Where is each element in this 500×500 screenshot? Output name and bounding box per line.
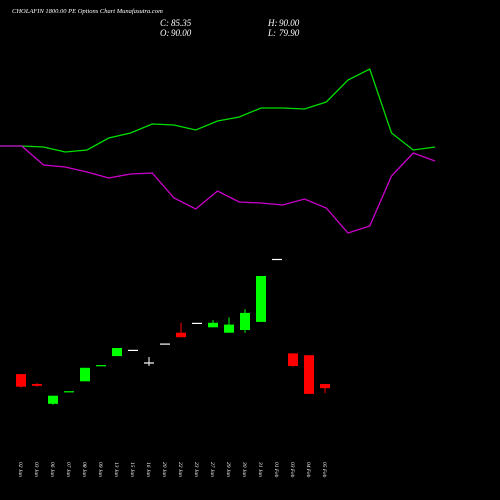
candle-body bbox=[160, 343, 170, 345]
x-tick-label: 06 Jan bbox=[49, 462, 55, 477]
candle-body bbox=[96, 365, 106, 367]
candle-body bbox=[32, 384, 42, 386]
x-tick-label: 05 Feb bbox=[321, 462, 327, 478]
candle-body bbox=[64, 391, 74, 393]
x-tick-label: 03 Feb bbox=[289, 462, 295, 478]
stat-label: L: bbox=[267, 28, 276, 38]
candle-body bbox=[272, 258, 282, 261]
candle-body bbox=[288, 353, 298, 366]
x-tick-label: 23 Jan bbox=[193, 462, 199, 477]
x-tick-label: 07 Jan bbox=[65, 462, 71, 477]
stat-label: O: bbox=[160, 28, 170, 38]
candle-body bbox=[16, 374, 26, 387]
x-tick-label: 08 Jan bbox=[81, 462, 87, 477]
x-tick-label: 13 Jan bbox=[113, 462, 119, 477]
stat-label: C: bbox=[160, 18, 169, 28]
x-tick-label: 20 Jan bbox=[161, 462, 167, 477]
x-tick-label: 03 Jan bbox=[33, 462, 39, 477]
indicator-line bbox=[0, 145, 436, 234]
candle-body bbox=[176, 332, 186, 338]
x-tick-label: 27 Jan bbox=[209, 462, 215, 477]
candle-body bbox=[192, 322, 202, 324]
candle-body bbox=[80, 367, 90, 382]
candle-body bbox=[224, 324, 234, 333]
candle-body bbox=[144, 362, 154, 364]
stat-value: 90.00 bbox=[171, 28, 192, 38]
stat-value: 90.00 bbox=[279, 18, 300, 28]
candle-body bbox=[304, 355, 314, 394]
x-tick-label: 16 Jan bbox=[145, 462, 151, 477]
candle-body bbox=[128, 349, 138, 351]
candle-body bbox=[112, 348, 122, 357]
stat-value: 85.35 bbox=[171, 18, 192, 28]
indicator-line bbox=[0, 68, 436, 153]
x-tick-label: 31 Jan bbox=[257, 461, 263, 477]
stat-value: 79.90 bbox=[279, 28, 300, 38]
candle-body bbox=[240, 312, 250, 330]
x-tick-label: 29 Jan bbox=[225, 462, 231, 477]
x-tick-label: 22 Jan bbox=[177, 462, 183, 477]
x-tick-label: 01 Feb bbox=[273, 462, 279, 478]
candle-body bbox=[208, 322, 218, 328]
x-tick-label: 09 Jan bbox=[97, 462, 103, 477]
x-tick-label: 15 Jan bbox=[129, 462, 135, 477]
x-tick-label: 02 Jan bbox=[17, 462, 23, 477]
candle-body bbox=[256, 276, 266, 322]
stat-label: H: bbox=[267, 18, 278, 28]
chart-title: CHOLAFIN 1800.00 PE Options Chart Munafa… bbox=[12, 8, 163, 15]
x-tick-label: 04 Feb bbox=[305, 462, 312, 478]
candle-body bbox=[48, 395, 58, 404]
x-tick-label: 30 Jan bbox=[241, 461, 247, 477]
candle-body bbox=[320, 384, 330, 389]
